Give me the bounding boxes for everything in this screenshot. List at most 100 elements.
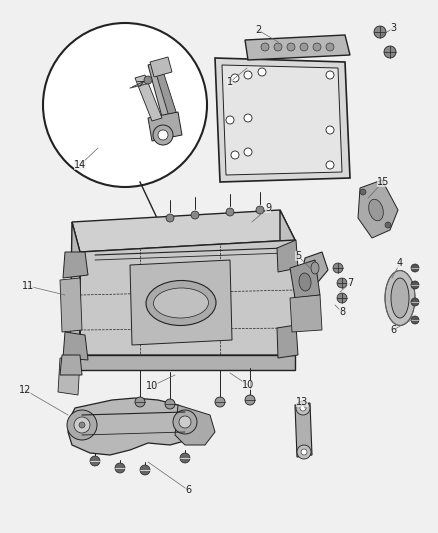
Circle shape xyxy=(274,43,282,51)
Ellipse shape xyxy=(385,271,415,326)
Polygon shape xyxy=(130,260,232,345)
Polygon shape xyxy=(222,65,342,175)
Text: 6: 6 xyxy=(185,485,191,495)
Polygon shape xyxy=(60,278,82,332)
Circle shape xyxy=(301,449,307,455)
Circle shape xyxy=(135,397,145,407)
Polygon shape xyxy=(70,355,295,370)
Ellipse shape xyxy=(299,273,311,291)
Circle shape xyxy=(165,399,175,409)
Circle shape xyxy=(313,43,321,51)
Circle shape xyxy=(297,445,311,459)
Polygon shape xyxy=(175,405,215,445)
Text: 12: 12 xyxy=(19,385,31,395)
Polygon shape xyxy=(303,252,328,282)
Circle shape xyxy=(326,43,334,51)
Circle shape xyxy=(43,23,207,187)
Circle shape xyxy=(256,206,264,214)
Ellipse shape xyxy=(153,288,208,318)
Circle shape xyxy=(179,416,191,428)
Text: 8: 8 xyxy=(339,307,345,317)
Circle shape xyxy=(326,161,334,169)
Polygon shape xyxy=(290,260,320,298)
Ellipse shape xyxy=(311,262,319,274)
Text: 10: 10 xyxy=(146,381,158,391)
Text: 7: 7 xyxy=(347,278,353,288)
Circle shape xyxy=(360,189,366,195)
Circle shape xyxy=(261,43,269,51)
Polygon shape xyxy=(63,332,88,360)
Circle shape xyxy=(244,148,252,156)
Circle shape xyxy=(326,71,334,79)
Circle shape xyxy=(333,263,343,273)
Polygon shape xyxy=(60,355,82,375)
Polygon shape xyxy=(80,240,295,355)
Circle shape xyxy=(300,405,306,411)
Polygon shape xyxy=(70,222,80,355)
Polygon shape xyxy=(245,35,350,60)
Polygon shape xyxy=(150,57,172,77)
Polygon shape xyxy=(303,266,310,275)
Circle shape xyxy=(231,74,239,82)
Circle shape xyxy=(90,456,100,466)
Text: 9: 9 xyxy=(265,203,271,213)
Polygon shape xyxy=(148,112,182,141)
Circle shape xyxy=(191,211,199,219)
Ellipse shape xyxy=(146,280,216,326)
Ellipse shape xyxy=(391,278,409,318)
Polygon shape xyxy=(290,295,322,332)
Text: 2: 2 xyxy=(255,25,261,35)
Circle shape xyxy=(296,401,310,415)
Circle shape xyxy=(384,46,396,58)
Circle shape xyxy=(180,453,190,463)
Polygon shape xyxy=(358,180,398,238)
Text: 14: 14 xyxy=(74,160,86,170)
Text: 5: 5 xyxy=(295,251,301,261)
Text: 10: 10 xyxy=(242,380,254,390)
Text: 1: 1 xyxy=(227,77,233,87)
Circle shape xyxy=(300,43,308,51)
Circle shape xyxy=(411,264,419,272)
Circle shape xyxy=(74,417,90,433)
Circle shape xyxy=(115,463,125,473)
Circle shape xyxy=(226,116,234,124)
Circle shape xyxy=(287,43,295,51)
Circle shape xyxy=(337,278,347,288)
Ellipse shape xyxy=(369,199,383,221)
Circle shape xyxy=(144,76,152,84)
Circle shape xyxy=(244,71,252,79)
Circle shape xyxy=(374,26,386,38)
Circle shape xyxy=(79,422,85,428)
Circle shape xyxy=(173,410,197,434)
Circle shape xyxy=(411,316,419,324)
Text: 13: 13 xyxy=(296,397,308,407)
Circle shape xyxy=(244,114,252,122)
Polygon shape xyxy=(280,210,295,355)
Circle shape xyxy=(326,126,334,134)
Circle shape xyxy=(245,395,255,405)
Circle shape xyxy=(411,281,419,289)
Polygon shape xyxy=(72,210,295,252)
Circle shape xyxy=(385,222,391,228)
Text: 15: 15 xyxy=(377,177,389,187)
Polygon shape xyxy=(295,403,312,457)
Text: 11: 11 xyxy=(22,281,34,291)
Text: 6: 6 xyxy=(390,325,396,335)
Circle shape xyxy=(411,298,419,306)
Circle shape xyxy=(158,130,168,140)
Polygon shape xyxy=(135,75,162,121)
Polygon shape xyxy=(148,62,175,128)
Polygon shape xyxy=(68,398,198,455)
Circle shape xyxy=(337,293,347,303)
Polygon shape xyxy=(277,325,298,358)
Polygon shape xyxy=(155,68,178,120)
Circle shape xyxy=(153,125,173,145)
Circle shape xyxy=(140,465,150,475)
Circle shape xyxy=(67,410,97,440)
Polygon shape xyxy=(63,252,88,278)
Circle shape xyxy=(166,214,174,222)
Circle shape xyxy=(215,397,225,407)
Circle shape xyxy=(231,151,239,159)
Text: 4: 4 xyxy=(397,258,403,268)
Text: 3: 3 xyxy=(390,23,396,33)
